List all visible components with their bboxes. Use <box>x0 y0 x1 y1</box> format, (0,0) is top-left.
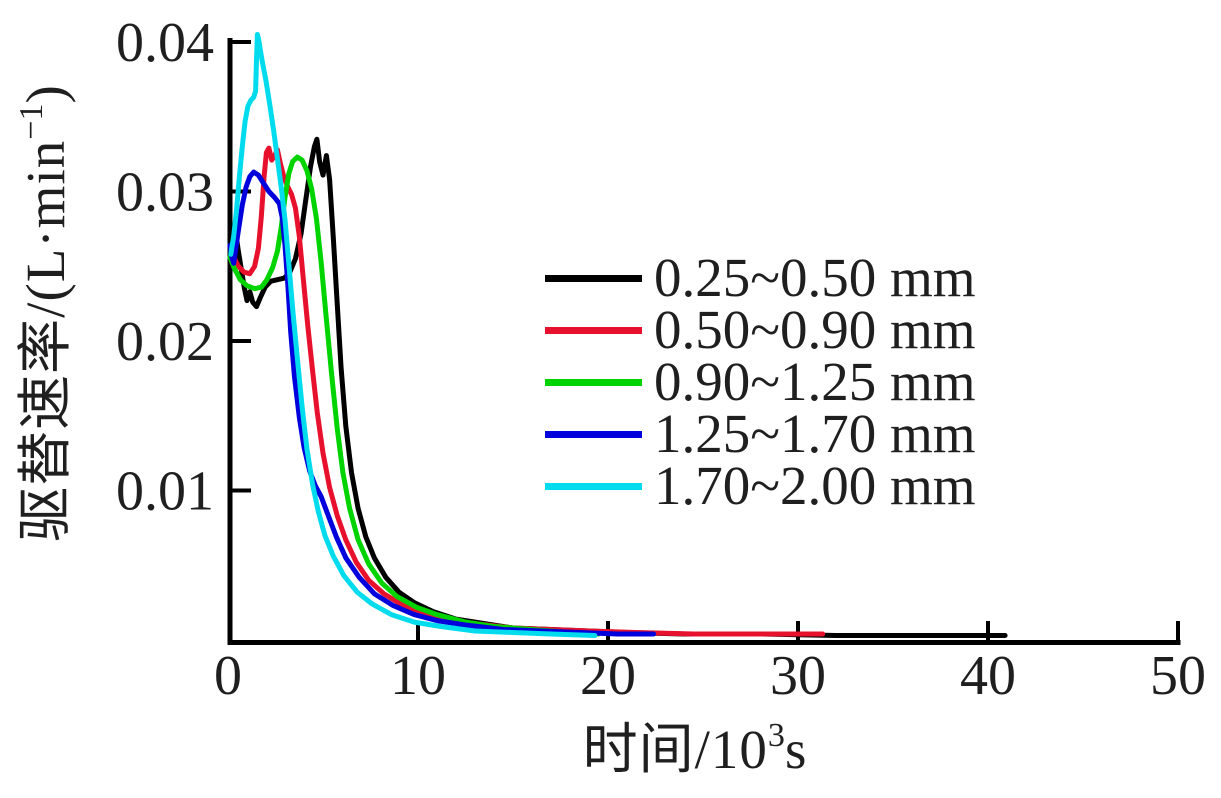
legend-line-swatch <box>545 482 642 490</box>
y-tick-label: 0.02 <box>116 311 214 373</box>
x-tick-label: 50 <box>1150 645 1206 707</box>
legend-line-swatch <box>545 430 642 438</box>
y-tick-label: 0.03 <box>116 162 214 224</box>
x-tick-label: 30 <box>770 645 826 707</box>
x-axis-title: 时间/103s <box>582 716 808 780</box>
legend-item: 0.50~0.90 mm <box>545 299 976 360</box>
legend-label: 0.25~0.50 mm <box>654 247 976 308</box>
series-line-0.90-1.25- <box>227 154 601 637</box>
legend-line-swatch <box>545 378 642 386</box>
legend: 0.25~0.50 mm 0.50~0.90 mm 0.90~1.25 mm 1… <box>545 247 976 516</box>
x-tick-label: 20 <box>580 645 636 707</box>
legend-item: 0.25~0.50 mm <box>545 247 976 308</box>
legend-item: 1.70~2.00 mm <box>545 455 976 516</box>
legend-line-swatch <box>545 326 642 334</box>
series-line-1.25-1.70- <box>227 169 657 637</box>
x-tick-label: 40 <box>960 645 1016 707</box>
legend-label: 0.90~1.25 mm <box>654 351 976 412</box>
y-tick-label: 0.01 <box>116 461 214 523</box>
legend-label: 1.25~1.70 mm <box>654 403 976 464</box>
y-axis-title-text: 驱替速率/(L·min−1) <box>12 84 76 542</box>
series-line-1.70-2.00- <box>228 32 598 638</box>
legend-label: 0.50~0.90 mm <box>654 299 976 360</box>
x-tick-label: 10 <box>390 645 446 707</box>
legend-item: 0.90~1.25 mm <box>545 351 976 412</box>
legend-line-swatch <box>545 274 642 282</box>
legend-item: 1.25~1.70 mm <box>545 403 976 464</box>
legend-label: 1.70~2.00 mm <box>654 455 976 516</box>
x-tick-label: 0 <box>214 645 242 707</box>
y-tick-label: 0.04 <box>116 12 214 74</box>
